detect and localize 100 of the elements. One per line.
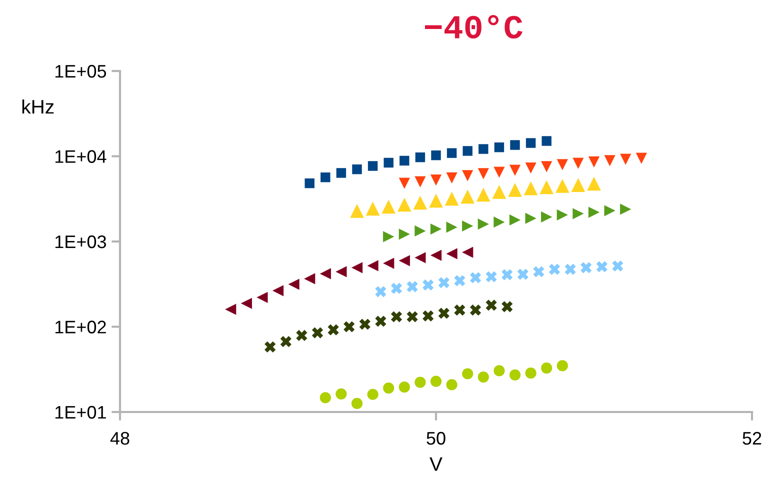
point [304, 273, 316, 284]
y-tick-label: 1E+04 [55, 150, 106, 163]
point [556, 360, 568, 372]
point [280, 336, 292, 348]
point [429, 194, 443, 208]
point [384, 158, 394, 168]
point [446, 248, 458, 260]
point [397, 198, 412, 212]
point [572, 158, 584, 169]
point [462, 220, 474, 232]
point [390, 282, 402, 294]
point [446, 379, 458, 390]
point [312, 327, 324, 338]
point [454, 275, 466, 286]
point [612, 260, 624, 272]
point [476, 188, 490, 202]
chart-title: −40°C [424, 15, 522, 39]
point [398, 178, 410, 189]
point [383, 382, 394, 394]
point [462, 170, 474, 182]
point [375, 316, 386, 327]
y-tick-label: 1E+03 [55, 235, 106, 248]
point [375, 286, 386, 298]
point [470, 304, 482, 316]
point [494, 166, 505, 178]
point [548, 264, 560, 275]
point [478, 168, 489, 180]
point [580, 262, 592, 274]
point [478, 144, 488, 154]
point [367, 388, 378, 400]
point [320, 268, 331, 280]
point [525, 162, 536, 174]
point [517, 268, 528, 280]
point [540, 180, 554, 194]
point [422, 279, 434, 291]
point [351, 398, 363, 409]
point [478, 371, 489, 383]
point [541, 161, 552, 172]
x-tick-label: 48 [110, 432, 130, 445]
y-tick-label: 1E+01 [55, 406, 106, 419]
point [398, 255, 410, 266]
point [604, 155, 616, 166]
point [296, 330, 308, 342]
point [502, 301, 513, 312]
point [446, 148, 457, 158]
point [454, 304, 466, 316]
point [406, 281, 418, 292]
point [486, 300, 497, 311]
point [344, 321, 355, 332]
point [526, 138, 536, 148]
point [478, 218, 489, 230]
point [620, 154, 632, 165]
y-tick-label: 1E+02 [55, 320, 106, 334]
point [240, 298, 252, 309]
point [320, 172, 330, 182]
point [430, 174, 442, 186]
point [414, 176, 426, 188]
point [350, 204, 364, 218]
point [571, 178, 586, 192]
point [541, 211, 552, 223]
point [470, 272, 482, 284]
y-axis-title: kHz [22, 99, 54, 114]
point [256, 292, 268, 303]
point [541, 362, 552, 374]
point [368, 161, 378, 171]
point [414, 252, 426, 264]
point [604, 205, 616, 216]
x-axis-title: V [430, 457, 442, 471]
point [352, 164, 362, 174]
point [336, 168, 346, 178]
point [406, 311, 418, 322]
point [336, 266, 347, 278]
point [486, 271, 497, 282]
point [508, 183, 522, 197]
point [555, 179, 570, 193]
point [366, 202, 380, 216]
point [264, 341, 276, 352]
point [288, 278, 300, 290]
point [414, 376, 426, 388]
point [588, 156, 600, 168]
point [382, 200, 396, 214]
point [304, 178, 314, 188]
point [525, 368, 536, 379]
point [462, 146, 472, 156]
point [444, 192, 459, 206]
point [383, 258, 394, 269]
point [414, 225, 426, 236]
point [438, 277, 450, 288]
point [572, 208, 584, 220]
point [320, 392, 331, 404]
point [596, 261, 608, 272]
point [398, 228, 410, 240]
point [588, 206, 600, 218]
point [636, 152, 647, 164]
point [430, 223, 442, 235]
point [587, 176, 601, 191]
point [415, 152, 426, 162]
point [431, 150, 441, 160]
point [509, 164, 521, 176]
point [272, 285, 284, 296]
